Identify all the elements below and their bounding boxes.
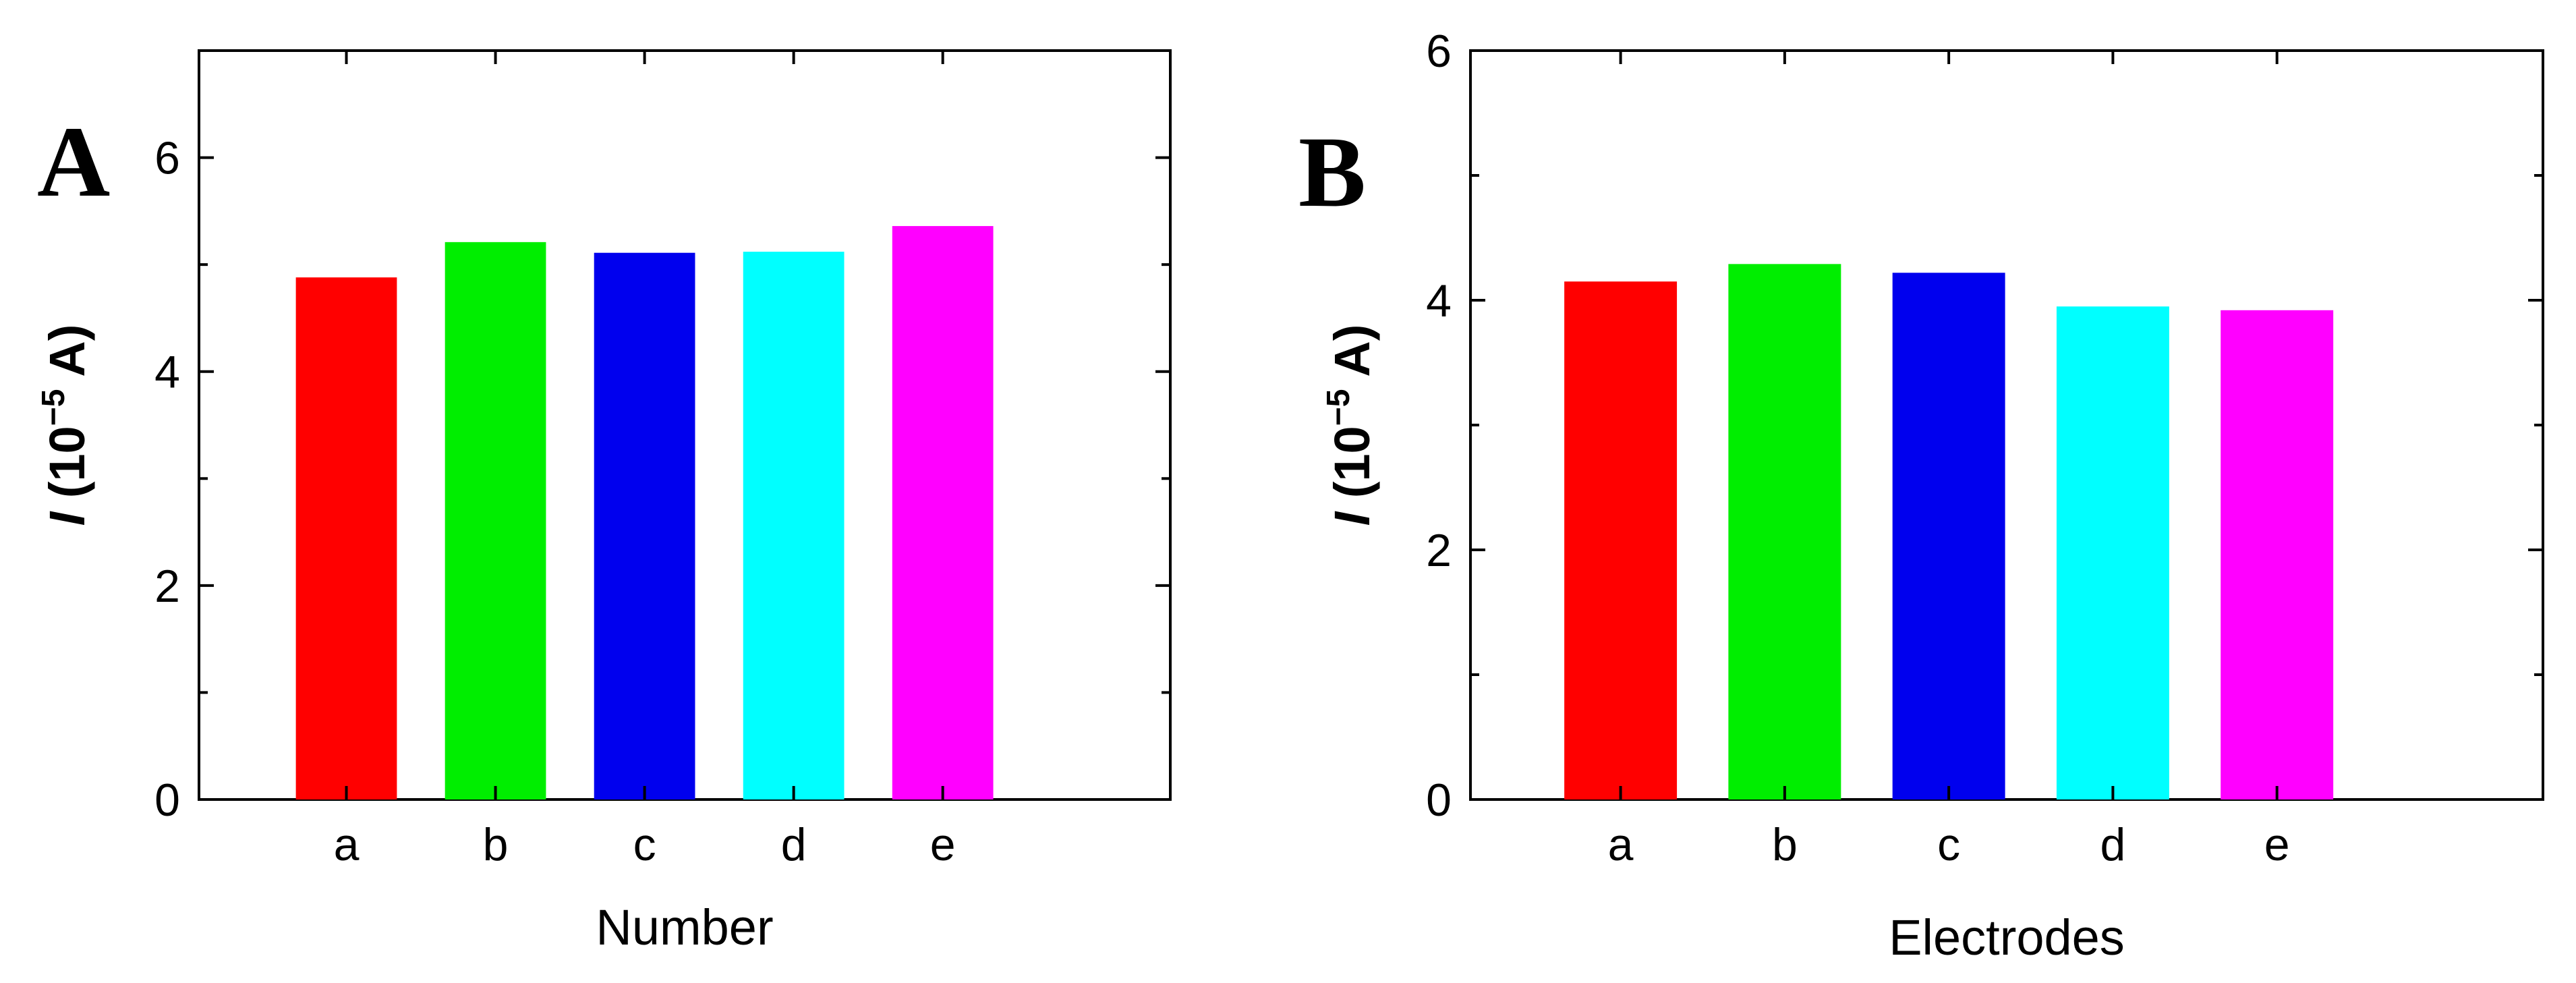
chart-b-x-ticks [1619,51,2279,799]
chart-a: 0 2 4 6 a b c d e Number I (10−5 A) A [36,49,1172,955]
chart-b-xtick-label-e: e [2264,819,2290,870]
chart-b-ylabel-prefix: (10 [1324,426,1380,512]
chart-a-bar-a [295,277,397,800]
chart-a-x-tick-labels: a b c d e [334,819,956,870]
chart-a-ytick-label-2: 2 [154,561,180,612]
chart-a-bar-c [594,252,695,799]
chart-b-y-ticks [1470,49,2543,801]
chart-b-x-tick-labels: a b c d e [1608,819,2290,870]
chart-b-bar-e [2221,310,2334,799]
chart-a-xtick-label-b: b [483,819,509,870]
chart-b-xtick-label-c: c [1937,819,1960,870]
chart-b-bar-d [2056,306,2169,799]
chart-b-panel-label: B [1298,116,1366,228]
chart-a-xtick-label-d: d [781,819,807,870]
chart-a-x-axis-title: Number [596,899,773,955]
chart-a-bars [295,226,994,800]
chart-a-ytick-label-0: 0 [154,775,180,826]
chart-b-bar-a [1564,281,1678,799]
chart-b-xtick-label-d: d [2100,819,2125,870]
chart-a-x-ticks [345,51,944,799]
chart-b-xtick-label-b: b [1772,819,1798,870]
chart-a-ytick-label-4: 4 [154,347,180,398]
chart-a-xtick-label-e: e [930,819,956,870]
chart-a-ytick-label-6: 6 [154,133,180,184]
chart-b-y-axis-title: I (10−5 A) [1321,325,1380,526]
chart-a-bar-e [892,226,994,799]
chart-b-ytick-label-2: 2 [1426,525,1452,576]
chart-a-ylabel-sup: −5 [36,389,71,426]
chart-a-xtick-label-a: a [334,819,360,870]
chart-b-y-tick-labels: 0 2 4 6 [1426,26,1452,826]
chart-b-ytick-label-4: 4 [1426,275,1452,327]
chart-b-ylabel-suffix: A) [1324,325,1380,389]
chart-b-ylabel-italic: I [1324,511,1380,526]
chart-a-bar-b [445,242,546,799]
chart-a-xtick-label-c: c [633,819,656,870]
chart-a-bar-d [743,252,845,800]
chart-b-ytick-label-6: 6 [1426,26,1452,77]
chart-a-panel-label: A [37,106,110,218]
chart-a-y-ticks [199,49,1170,801]
chart-b-ylabel-sup: −5 [1321,389,1356,426]
chart-b-ytick-label-0: 0 [1426,775,1452,826]
chart-b-bars [1564,264,2334,800]
chart-b-xtick-label-a: a [1608,819,1634,870]
chart-b-x-axis-title: Electrodes [1889,909,2125,965]
chart-b-bar-c [1892,273,2005,799]
chart-b-bar-b [1728,264,1841,800]
chart-a-y-tick-labels: 0 2 4 6 [154,133,180,826]
chart-a-ylabel-italic: I [39,511,95,526]
chart-b: 0 2 4 6 a b c d e Electrodes I (10−5 A) … [1298,26,2544,965]
chart-a-y-axis-title: I (10−5 A) [36,325,95,526]
chart-a-ylabel-suffix: A) [39,325,95,389]
chart-a-ylabel-prefix: (10 [39,426,95,512]
